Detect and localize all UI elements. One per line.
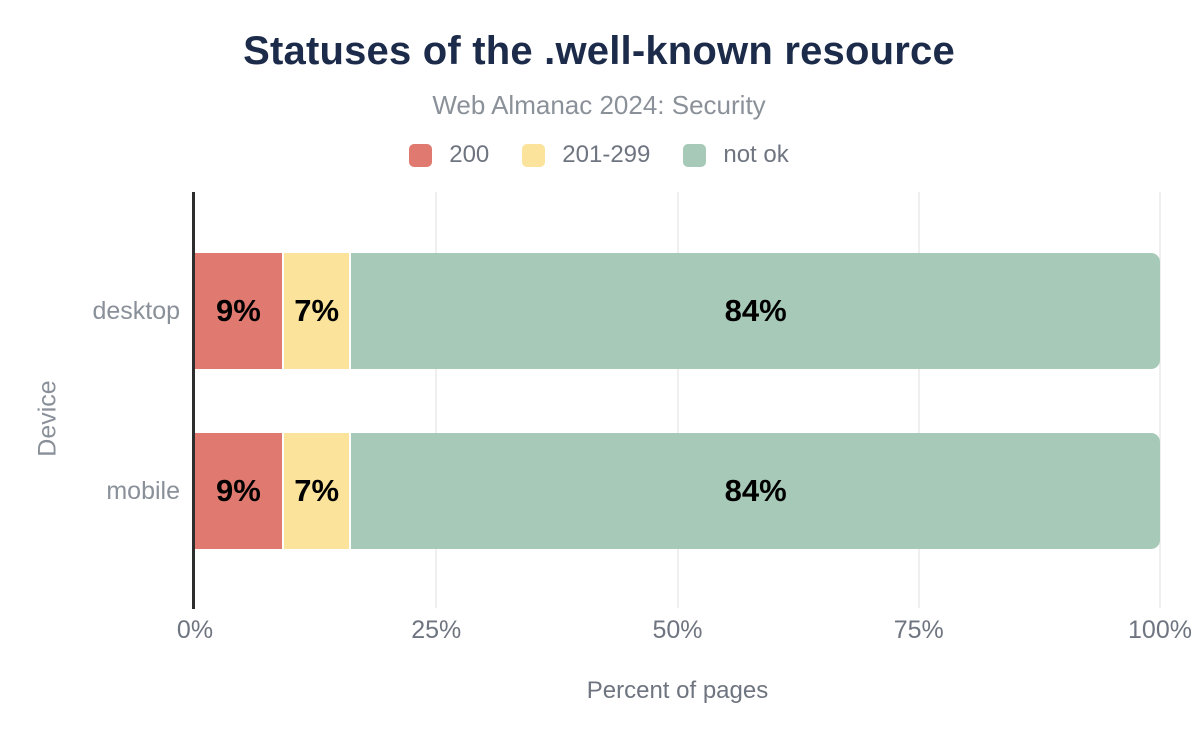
gridline: [435, 192, 438, 608]
legend-swatch: [683, 143, 707, 167]
bar-segment-label: 9%: [216, 293, 261, 328]
x-tick-label: 100%: [1128, 616, 1192, 644]
bar-segment: 84%: [349, 253, 1160, 369]
category-label: mobile: [106, 476, 180, 505]
bar-segment: 9%: [195, 253, 282, 369]
legend-label: 201-299: [562, 141, 651, 168]
bar-segment: 9%: [195, 433, 282, 549]
bar-segment-label: 9%: [216, 473, 261, 508]
bar-segment: 7%: [281, 433, 350, 549]
bar-segment-label: 84%: [724, 473, 787, 508]
x-tick-label: 25%: [411, 616, 462, 644]
legend-label: not ok: [723, 141, 789, 168]
legend-item: 200: [409, 141, 489, 169]
chart-subtitle: Web Almanac 2024: Security: [432, 90, 766, 120]
bar-segment-label: 84%: [724, 293, 787, 328]
legend-label: 200: [449, 141, 490, 168]
plot-area: 9% 7% 84% 9% 7% 84%: [195, 192, 1161, 608]
chart-title: Statuses of the .well-known resource: [243, 29, 955, 73]
bar-row: 9% 7% 84%: [195, 433, 1160, 549]
gridline: [917, 192, 920, 608]
x-tick-label: 75%: [893, 616, 944, 644]
bar-row: 9% 7% 84%: [195, 253, 1160, 369]
gridline: [676, 192, 679, 608]
gridline: [1159, 192, 1161, 608]
x-tick-label: 0%: [176, 616, 214, 644]
x-tick-label: 50%: [652, 616, 703, 644]
legend-item: not ok: [683, 141, 789, 169]
bar-segment: 84%: [349, 433, 1160, 549]
legend-item: 201-299: [522, 141, 650, 169]
y-axis-line: [192, 192, 195, 609]
x-axis-title: Percent of pages: [586, 677, 769, 704]
bar-segment-label: 7%: [294, 293, 340, 328]
bar-segment-label: 7%: [294, 473, 340, 508]
category-label: desktop: [92, 296, 180, 325]
legend-swatch: [409, 143, 433, 167]
legend-swatch: [522, 143, 546, 167]
legend: 200 201-299 not ok: [0, 141, 1198, 169]
bar-segment: 7%: [281, 253, 350, 369]
